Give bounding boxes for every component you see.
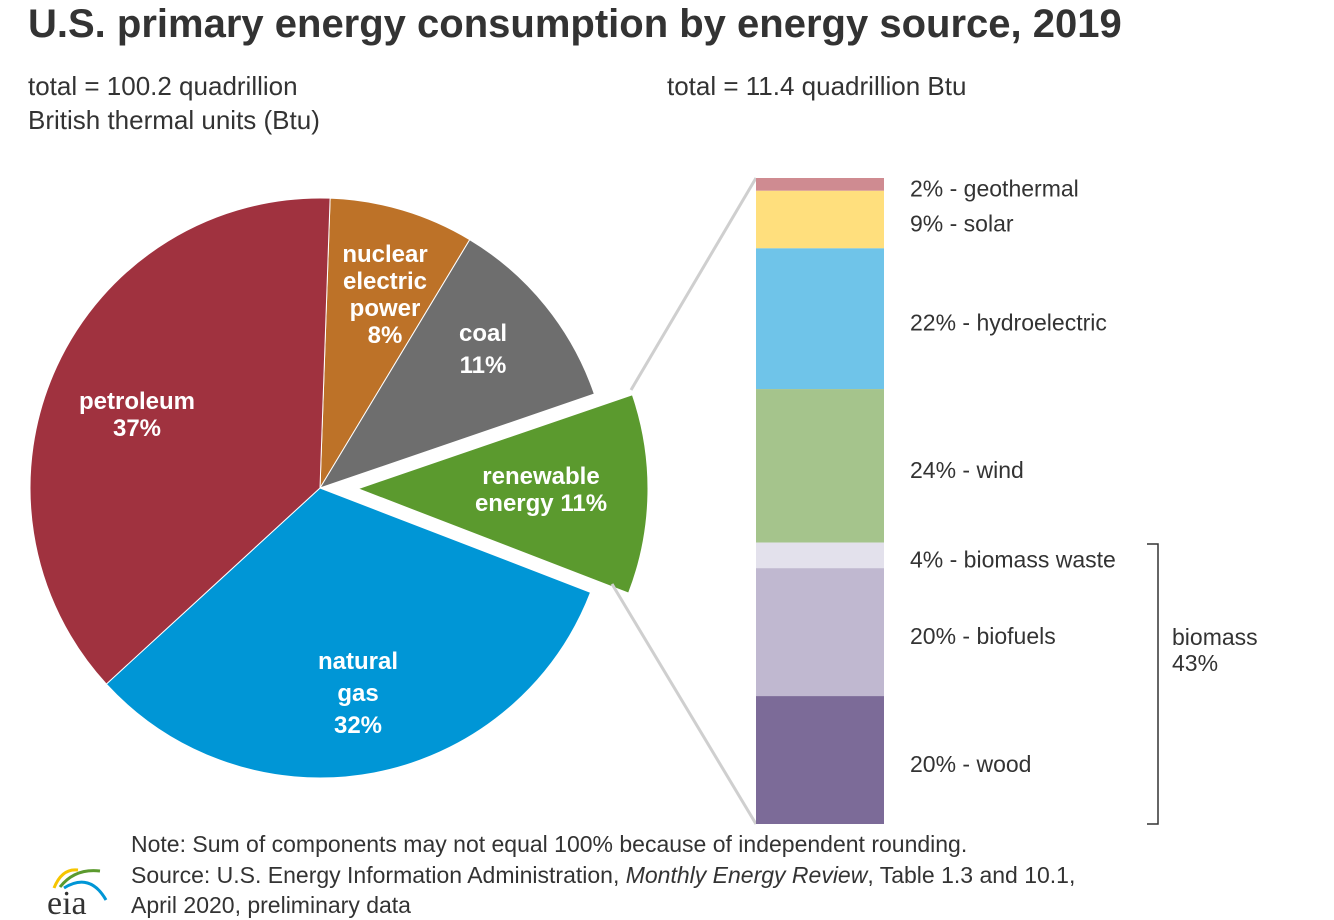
- bar-segment-solar: [756, 190, 884, 249]
- source-line2: April 2020, preliminary data: [131, 892, 411, 918]
- logo-swoosh-green: [58, 869, 101, 888]
- bracket-line: [1147, 543, 1159, 825]
- source-prefix: Source: U.S. Energy Information Administ…: [131, 862, 626, 888]
- pie-label: power: [350, 295, 421, 322]
- connector-line-top: [629, 177, 758, 391]
- bar-label-solar: 9% - solar: [910, 211, 1014, 237]
- bar-label-hydroelectric: 22% - hydroelectric: [910, 310, 1107, 336]
- logo-swoosh-yellow: [52, 868, 79, 889]
- bracket-label-line2: 43%: [1172, 650, 1218, 676]
- pie-label: coal: [459, 320, 507, 347]
- eia-logo: eia: [47, 868, 108, 920]
- bar-segment-wind: [756, 389, 884, 543]
- bar-segment-biomass-waste: [756, 542, 884, 569]
- bar-label-geothermal: 2% - geothermal: [910, 175, 1079, 201]
- bar-label-wind: 24% - wind: [910, 457, 1024, 483]
- bar-label-wood: 20% - wood: [910, 751, 1031, 777]
- note-text: Note: Sum of components may not equal 10…: [131, 831, 967, 857]
- pie-label: petroleum: [79, 388, 195, 415]
- source-text: Source: U.S. Energy Information Administ…: [131, 862, 1075, 888]
- stacked-bar: 2% - geothermal 9% - solar 22% - hydroelec…: [756, 175, 1116, 824]
- connector-lines: [610, 177, 758, 825]
- bracket-label-line1: biomass: [1172, 624, 1258, 650]
- biomass-bracket: biomass 43%: [1147, 543, 1258, 825]
- pie-slice-nuclear-electric-power: [319, 197, 471, 490]
- pie-label: 37%: [113, 415, 161, 442]
- bar-segment-wood: [756, 696, 884, 824]
- connector-line-bottom: [610, 583, 758, 825]
- pie-label: nuclear: [342, 241, 427, 268]
- bar-segment-geothermal: [756, 178, 884, 191]
- chart-title: U.S. primary energy consumption by energ…: [28, 2, 1122, 46]
- pie-label: 32%: [334, 712, 382, 739]
- pie-label: gas: [337, 680, 378, 707]
- source-publication: Monthly Energy Review: [626, 862, 869, 888]
- bar-segment-hydroelectric: [756, 248, 884, 390]
- logo-swoosh-blue: [63, 880, 108, 901]
- source-suffix: , Table 1.3 and 10.1,: [867, 862, 1075, 888]
- pie-slice-petroleum: [29, 197, 331, 685]
- pie-label: renewable: [482, 463, 599, 490]
- logo-text: eia: [47, 885, 87, 920]
- pie-label: 11%: [460, 352, 507, 379]
- bar-subtitle: total = 11.4 quadrillion Btu: [667, 71, 966, 101]
- pie-label: 8%: [368, 322, 403, 349]
- pie-slice-natural-gas: [105, 487, 592, 779]
- pie-subtitle-line2: British thermal units (Btu): [28, 105, 320, 135]
- bar-label-biofuels: 20% - biofuels: [910, 623, 1056, 649]
- pie-slice-renewable-energy: [356, 394, 649, 594]
- bar-label-biomass-waste: 4% - biomass waste: [910, 546, 1116, 572]
- pie-label: energy 11%: [475, 490, 607, 517]
- bar-segment-biofuels: [756, 568, 884, 697]
- pie-subtitle-line1: total = 100.2 quadrillion: [28, 71, 298, 101]
- pie-label: electric: [343, 268, 427, 295]
- pie-slice-coal: [318, 238, 595, 489]
- pie-label: natural: [318, 648, 398, 675]
